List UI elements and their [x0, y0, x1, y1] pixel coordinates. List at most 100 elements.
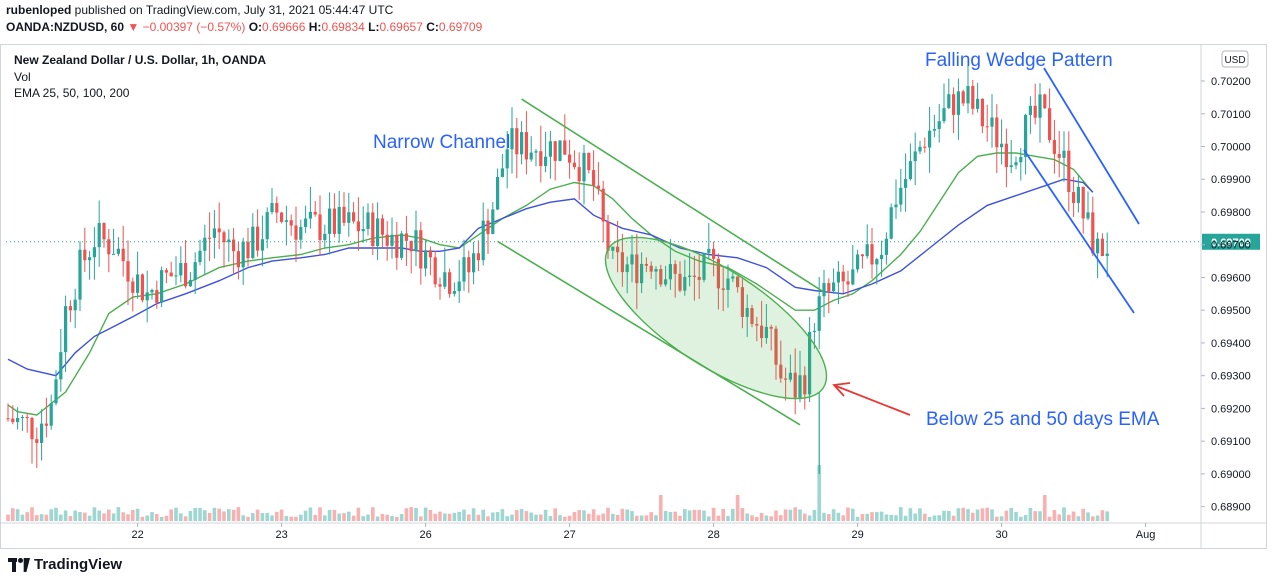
x-tick-label: 28 [707, 529, 719, 541]
candle-body [908, 161, 912, 180]
candle-body [524, 132, 528, 160]
candle-body [889, 207, 893, 239]
candle-body [160, 270, 164, 303]
volume-bar [1071, 511, 1076, 521]
volume-bar [548, 516, 553, 521]
candle-body [510, 128, 514, 150]
volume-bar [404, 508, 409, 521]
candle-body [563, 140, 567, 155]
y-tick-label: 0.69300 [1211, 371, 1251, 383]
volume-bar [361, 516, 365, 521]
volume-bar [1038, 511, 1042, 521]
volume-bar [275, 511, 279, 521]
chart-header: rubenloped published on TradingView.com,… [6, 2, 482, 36]
candle-body [116, 248, 120, 254]
author[interactable]: rubenloped [6, 3, 72, 17]
annotation-text: Below 25 and 50 days EMA [926, 409, 1160, 430]
candle-body [265, 212, 269, 240]
volume-bar [265, 512, 269, 521]
y-tick-label: 0.70100 [1211, 109, 1251, 121]
volume-bar [135, 508, 140, 521]
volume-bar [755, 516, 759, 521]
volume-bar [827, 514, 831, 521]
volume-bar [251, 513, 255, 521]
y-tick-label: 0.69700 [1211, 240, 1251, 252]
volume-bar [644, 515, 649, 521]
volume-bar [15, 509, 20, 521]
candle-body [899, 187, 903, 205]
volume-bar [831, 509, 836, 521]
ema-lines [7, 152, 1094, 416]
candle-body [78, 249, 82, 300]
candle-body [44, 423, 48, 426]
candle-body [241, 241, 245, 268]
candle-body [1091, 212, 1095, 254]
candle-body [620, 252, 624, 273]
candle-body [323, 233, 327, 241]
candle-body [635, 254, 639, 284]
volume-bar [313, 514, 317, 521]
volume-bar [870, 512, 874, 521]
candle-body [760, 325, 764, 339]
volume-bar [246, 516, 250, 521]
volume-bar [663, 510, 668, 521]
volume-bar [380, 513, 385, 521]
legend-volume: Vol [14, 69, 31, 84]
candle-body [318, 214, 322, 241]
footer-brand: TradingView [8, 556, 122, 573]
volume-bar [678, 515, 682, 521]
candle-body [616, 246, 620, 253]
candles [6, 64, 1109, 474]
volume-bar [990, 509, 994, 521]
candle-body [793, 372, 797, 398]
volume-bar [342, 513, 346, 521]
volume-bar [375, 516, 380, 521]
high-value: 0.69834 [321, 20, 365, 34]
volume-bar [1105, 511, 1109, 521]
volume-bar [452, 512, 457, 521]
close-value: 0.69709 [438, 20, 483, 34]
volume-bar [558, 515, 562, 521]
candle-body [433, 257, 437, 285]
y-tick-label: 0.70000 [1211, 141, 1251, 153]
candle-body [131, 281, 135, 293]
volume-bar [668, 511, 673, 521]
candle-body [697, 276, 701, 280]
volume-bar [524, 511, 529, 521]
candle-body [932, 129, 936, 131]
footer-brand-text: TradingView [34, 556, 123, 573]
volume-bar [913, 513, 917, 521]
candle-body [553, 141, 557, 161]
volume-bar [683, 509, 687, 521]
volume-bar [793, 507, 797, 521]
volume-bar [59, 514, 63, 521]
volume-bar [25, 512, 29, 521]
candle-body [270, 203, 274, 213]
volume-bar [817, 465, 821, 521]
candle-body [188, 279, 192, 287]
volume-bar [731, 508, 735, 521]
volume-bar [347, 511, 351, 521]
candle-body [822, 283, 826, 297]
currency-button[interactable] [1221, 50, 1249, 68]
volume-bar [788, 509, 793, 521]
arrow-head-icon [832, 382, 851, 397]
candle-body [121, 248, 125, 262]
volume-bar [1033, 511, 1037, 521]
volume-bar [462, 509, 466, 521]
candle-body [97, 223, 101, 248]
volume-bar [54, 507, 58, 521]
candle-body [404, 233, 408, 241]
candle-body [764, 326, 768, 339]
volume-bar [865, 513, 869, 521]
volume-bar [63, 510, 68, 521]
ema-slow-line [7, 178, 1094, 377]
candle-body [928, 130, 932, 148]
candle-body [1019, 156, 1023, 163]
volume-bar [337, 513, 341, 521]
volume-bar [918, 508, 922, 521]
volume-bar [716, 515, 721, 521]
volume-bar [20, 514, 25, 521]
volume-bar [529, 512, 533, 521]
